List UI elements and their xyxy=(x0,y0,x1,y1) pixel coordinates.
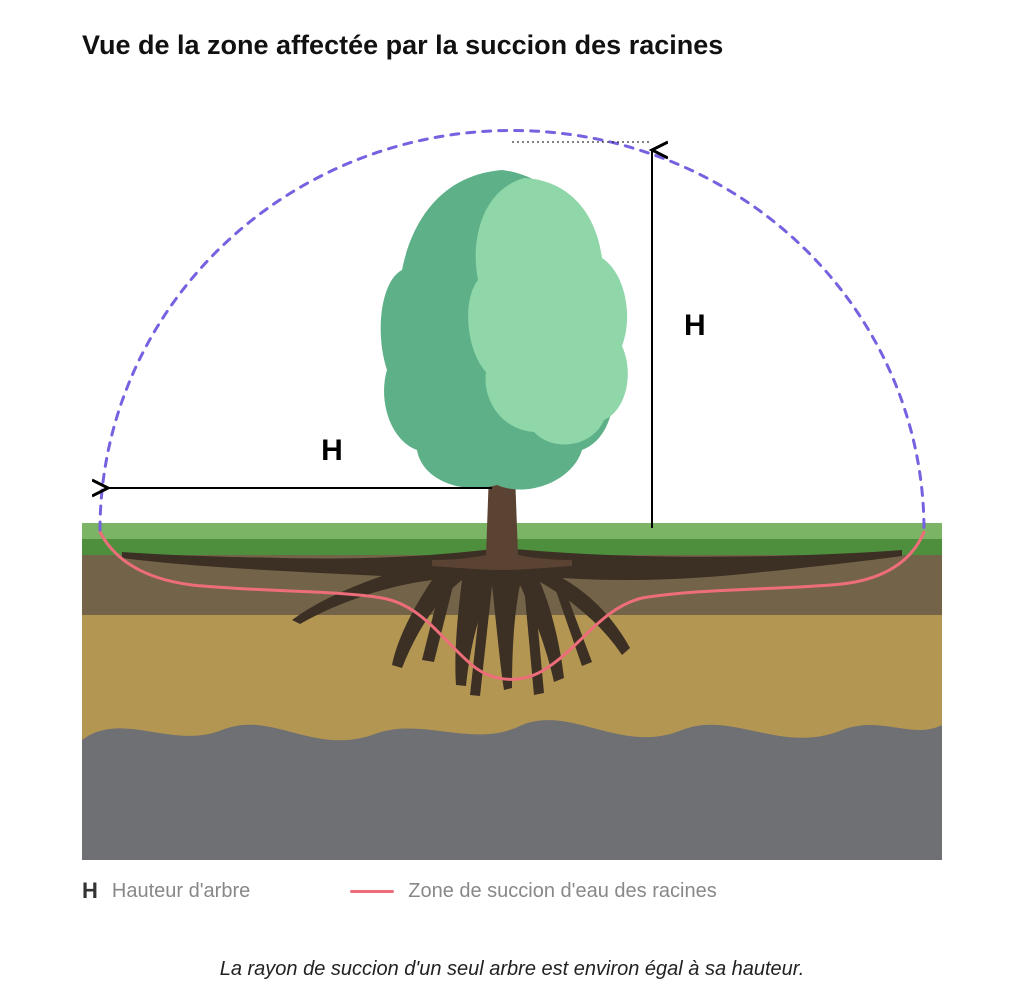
legend-suction-line-symbol xyxy=(350,890,394,893)
h-vertical-label: H xyxy=(684,309,706,342)
diagram-caption: La rayon de succion d'un seul arbre est … xyxy=(0,958,1024,981)
legend-h-symbol: H xyxy=(82,878,98,904)
root-suction-diagram: H H xyxy=(82,100,942,860)
h-horizontal-label: H xyxy=(321,434,343,467)
legend-h-text: Hauteur d'arbre xyxy=(112,880,250,903)
tree-canopy-front xyxy=(468,178,628,445)
rock-layer xyxy=(82,720,942,860)
legend-suction-text: Zone de succion d'eau des racines xyxy=(408,880,716,903)
legend-row: H Hauteur d'arbre Zone de succion d'eau … xyxy=(82,878,942,904)
diagram-title: Vue de la zone affectée par la succion d… xyxy=(82,30,723,61)
